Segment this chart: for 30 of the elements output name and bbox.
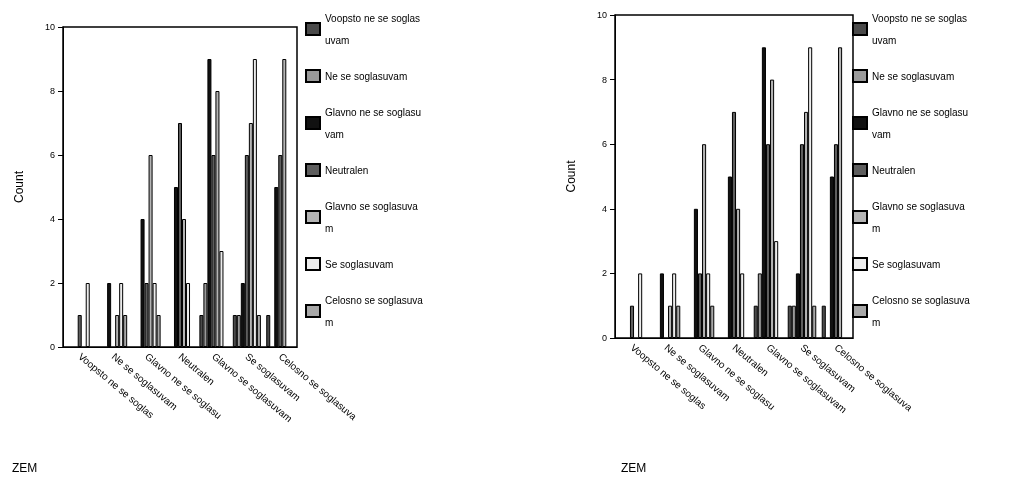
legend-label: Ne se soglasuvam (325, 70, 408, 82)
legend-label: Voopsto ne se soglasuvam (872, 12, 968, 46)
y-axis-title: Count (12, 170, 26, 204)
legend-label: Glavno ne se soglasuvam (872, 106, 969, 140)
y-tick-label: 2 (49, 278, 55, 288)
legend-label: Se soglasuvam (872, 258, 941, 270)
legend-label: Glavno ne se soglasuvam (325, 106, 422, 140)
x-axis-title: ZEM (12, 461, 38, 475)
y-tick-label: 10 (596, 10, 607, 20)
legend-label: Glavno se soglasuvam (872, 200, 966, 234)
y-tick-label: 0 (601, 333, 607, 343)
y-tick-label: 0 (49, 342, 55, 352)
legend-label: Neutralen (872, 164, 916, 176)
y-tick-label: 8 (49, 86, 55, 96)
y-tick-label: 2 (601, 268, 607, 279)
y-tick-label: 4 (49, 214, 55, 224)
legend-label: Ne se soglasuvam (872, 70, 955, 82)
y-tick-label: 6 (601, 139, 607, 150)
legend-label: Neutralen (325, 164, 369, 176)
legend-label: Se soglasuvam (325, 258, 394, 270)
legend-label: Celosno se soglasuvam (872, 294, 971, 328)
legend-label: Glavno se soglasuvam (325, 200, 419, 234)
y-tick-label: 10 (44, 22, 55, 32)
legend-label: Voopsto ne se soglasuvam (325, 12, 421, 46)
y-tick-label: 8 (601, 74, 607, 85)
y-axis-title: Count (564, 159, 578, 193)
y-tick-label: 6 (49, 150, 55, 160)
legend-label: Celosno se soglasuvam (325, 294, 424, 328)
x-axis-title: ZEM (621, 461, 647, 475)
y-tick-label: 4 (601, 203, 607, 214)
